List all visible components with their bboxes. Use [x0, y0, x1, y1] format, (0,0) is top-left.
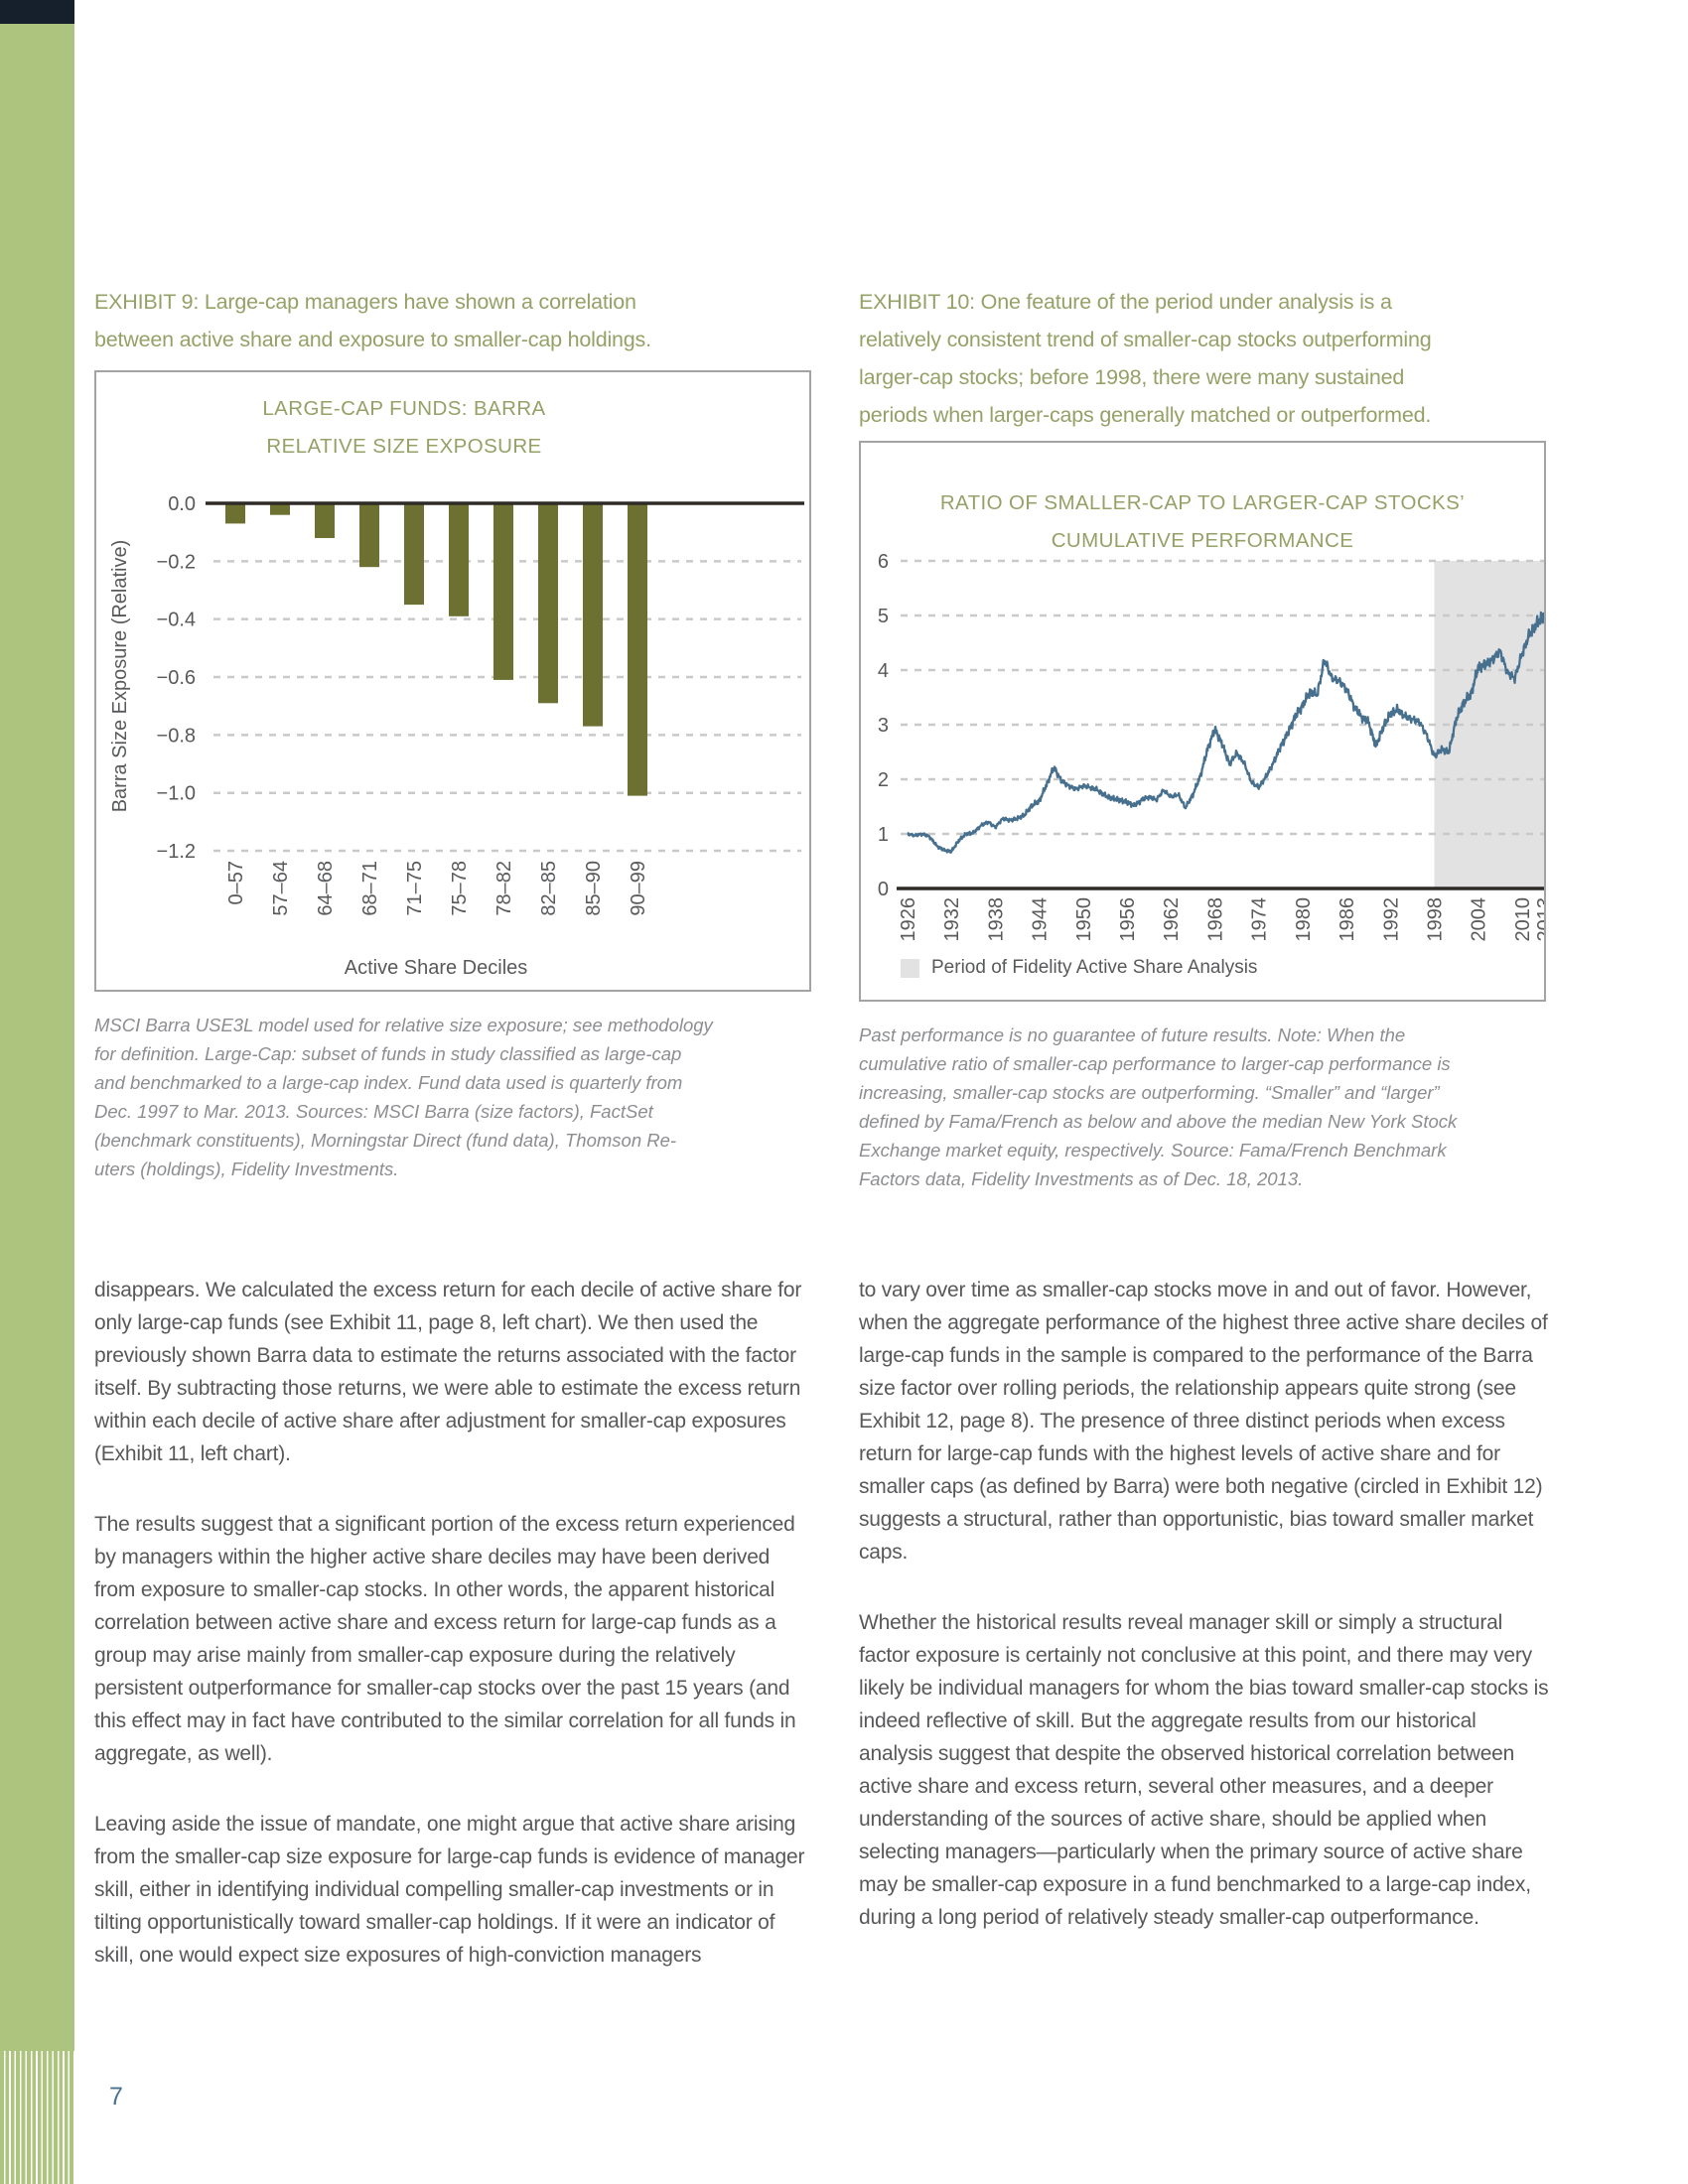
svg-text:2013: 2013: [1534, 897, 1544, 942]
body-paragraph: disappears. We calculated the excess ret…: [94, 1279, 802, 1465]
bar-chart-title: LARGE-CAP FUNDS: BARRA RELATIVE SIZE EXPO…: [96, 390, 712, 466]
legend-label: Period of Fidelity Active Share Analysis: [931, 957, 1258, 978]
svg-text:−1.0: −1.0: [157, 783, 196, 805]
svg-text:1968: 1968: [1204, 897, 1226, 942]
svg-text:1938: 1938: [985, 897, 1007, 942]
text-line: EXHIBIT 10: One feature of the period un…: [859, 290, 1392, 314]
text-line: and benchmarked to a large-cap index. Fu…: [94, 1072, 683, 1093]
svg-text:−0.4: −0.4: [157, 610, 196, 631]
svg-text:−0.2: −0.2: [157, 551, 196, 573]
page-number: 7: [109, 2083, 123, 2111]
text-line: RELATIVE SIZE EXPOSURE: [266, 435, 542, 458]
svg-text:85–90: 85–90: [583, 861, 605, 916]
text-line: LARGE-CAP FUNDS: BARRA: [262, 397, 546, 420]
text-line: periods when larger-caps generally match…: [859, 403, 1432, 427]
bar-chart: 0.0 −0.2 −0.4 −0.6 −0.8 −1.0 −1.2 0–57 57–64 64–6…: [96, 372, 809, 995]
svg-text:57–64: 57–64: [270, 861, 292, 916]
text-line: Past performance is no guarantee of futu…: [859, 1024, 1406, 1045]
sidebar-stripe: [0, 0, 74, 2184]
text-line: between active share and exposure to sma…: [94, 328, 651, 351]
svg-text:3: 3: [878, 715, 889, 737]
bar-chart-svg: 0.0 −0.2 −0.4 −0.6 −0.8 −1.0 −1.2 0–57 57–64 64–6…: [109, 493, 804, 979]
line-chart-svg: 0 1 2 3 4 5 6 1926 1932 1938 1944 1950 1956 1962 1968 1…: [878, 551, 1556, 942]
text-line: defined by Fama/French as below and abov…: [859, 1111, 1458, 1132]
svg-text:2004: 2004: [1469, 897, 1490, 942]
svg-text:1992: 1992: [1380, 897, 1402, 942]
body-paragraph: The results suggest that a significant p…: [94, 1513, 796, 1765]
svg-text:1962: 1962: [1161, 897, 1183, 942]
text-line: cumulative ratio of smaller-cap performa…: [859, 1053, 1451, 1074]
svg-text:1950: 1950: [1073, 897, 1095, 942]
text-line: uters (holdings), Fidelity Investments.: [94, 1159, 399, 1179]
body-left-column: disappears. We calculated the excess ret…: [94, 1274, 809, 2009]
chart-legend: Period of Fidelity Active Share Analysis: [901, 957, 1257, 979]
svg-text:1998: 1998: [1424, 897, 1446, 942]
svg-text:0–57: 0–57: [225, 861, 247, 905]
text-line: EXHIBIT 9: Large-cap managers have shown…: [94, 290, 636, 314]
exhibit9-chart-box: 0.0 −0.2 −0.4 −0.6 −0.8 −1.0 −1.2 0–57 57–64 64–6…: [94, 370, 811, 992]
exhibit9-heading: EXHIBIT 9: Large-cap managers have shown…: [94, 283, 651, 358]
exhibit10-heading: EXHIBIT 10: One feature of the period un…: [859, 283, 1432, 434]
svg-text:2: 2: [878, 769, 889, 791]
text-line: for definition. Large-Cap: subset of fun…: [94, 1043, 682, 1064]
line-chart: 0 1 2 3 4 5 6 1926 1932 1938 1944 1950 1956 1962 1968 1…: [861, 443, 1556, 1005]
svg-text:71–75: 71–75: [404, 861, 426, 916]
text-line: RATIO OF SMALLER-CAP TO LARGER-CAP STOCK…: [939, 491, 1466, 514]
svg-text:Barra Size Exposure (Relative): Barra Size Exposure (Relative): [109, 540, 131, 813]
text-line: increasing, smaller-cap stocks are outpe…: [859, 1082, 1440, 1103]
svg-text:0: 0: [878, 879, 889, 900]
svg-text:1: 1: [878, 824, 889, 846]
svg-text:64–68: 64–68: [315, 861, 337, 916]
svg-text:75–78: 75–78: [449, 861, 471, 916]
svg-text:1932: 1932: [941, 897, 963, 942]
text-line: Dec. 1997 to Mar. 2013. Sources: MSCI Ba…: [94, 1101, 653, 1122]
text-line: Factors data, Fidelity Investments as of…: [859, 1168, 1304, 1189]
svg-text:1956: 1956: [1117, 897, 1139, 942]
text-line: MSCI Barra USE3L model used for relative…: [94, 1015, 713, 1035]
text-line: Exchange market equity, respectively. So…: [859, 1140, 1447, 1160]
sidebar-pinstripes: [0, 2051, 74, 2184]
text-line: larger-cap stocks; before 1998, there we…: [859, 365, 1405, 389]
svg-text:−0.8: −0.8: [157, 725, 196, 747]
body-paragraph: Whether the historical results reveal ma…: [859, 1611, 1549, 1929]
sidebar-navy-block: [0, 0, 74, 24]
svg-text:68–71: 68–71: [359, 861, 381, 916]
svg-text:5: 5: [878, 606, 889, 627]
svg-text:1944: 1944: [1030, 897, 1052, 942]
svg-text:1926: 1926: [898, 897, 919, 942]
svg-text:2010: 2010: [1512, 897, 1534, 942]
exhibit10-caption: Past performance is no guarantee of futu…: [859, 1021, 1457, 1193]
svg-text:1980: 1980: [1293, 897, 1315, 942]
svg-text:6: 6: [878, 551, 889, 573]
svg-text:Active Share Deciles: Active Share Deciles: [345, 957, 528, 979]
svg-text:4: 4: [878, 660, 889, 682]
text-line: relatively consistent trend of smaller-c…: [859, 328, 1432, 351]
svg-text:−1.2: −1.2: [157, 841, 196, 863]
svg-text:1974: 1974: [1249, 897, 1271, 942]
svg-text:82–85: 82–85: [538, 861, 560, 916]
exhibit9-caption: MSCI Barra USE3L model used for relative…: [94, 1011, 713, 1183]
line-chart-title: RATIO OF SMALLER-CAP TO LARGER-CAP STOCK…: [861, 484, 1544, 560]
text-line: CUMULATIVE PERFORMANCE: [1051, 529, 1354, 552]
body-right-column: to vary over time as smaller-cap stocks …: [859, 1274, 1549, 1972]
text-line: (benchmark constituents), Morningstar Di…: [94, 1130, 677, 1151]
svg-text:0.0: 0.0: [168, 493, 196, 515]
legend-swatch-icon: [901, 958, 919, 978]
svg-text:78–82: 78–82: [493, 861, 515, 916]
body-paragraph: Leaving aside the issue of mandate, one …: [94, 1813, 805, 1967]
body-paragraph: to vary over time as smaller-cap stocks …: [859, 1279, 1548, 1564]
svg-text:1986: 1986: [1336, 897, 1358, 942]
svg-text:90–99: 90–99: [628, 861, 649, 916]
svg-text:−0.6: −0.6: [157, 667, 196, 689]
exhibit10-chart-box: 0 1 2 3 4 5 6 1926 1932 1938 1944 1950 1956 1962 1968 1…: [859, 441, 1556, 1005]
